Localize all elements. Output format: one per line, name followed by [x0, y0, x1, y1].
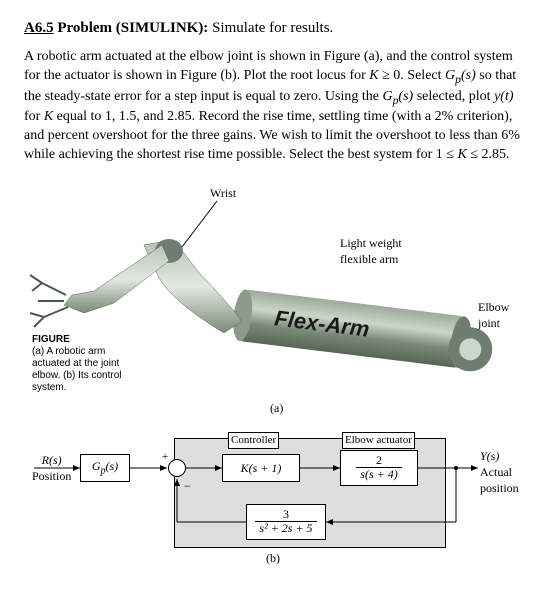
problem-heading: A6.5 Problem (SIMULINK): Simulate for re… [24, 18, 524, 38]
label-elbow-joint: Elbow joint [478, 299, 509, 331]
problem-subtitle: Simulate for results. [212, 20, 333, 36]
problem-statement: A robotic arm actuated at the elbow join… [24, 48, 524, 165]
summing-junction [168, 459, 186, 477]
actuator-header: Elbow actuator [342, 432, 415, 449]
label-wrist: Wrist [210, 185, 236, 201]
sum-minus: − [184, 478, 191, 494]
output-label: Y(s) Actual position [480, 448, 519, 497]
prefilter-box: Gp(s) [80, 454, 130, 482]
controller-box: K(s + 1) [222, 454, 300, 482]
prefilter-label: Gp(s) [92, 459, 118, 473]
problem-number: A6.5 [24, 20, 54, 36]
figure-b-sublabel: (b) [266, 550, 280, 566]
figure-a: Flex-Arm Wrist Light weight flexible arm [24, 183, 524, 418]
label-flexible-arm: Light weight flexible arm [340, 235, 402, 267]
controller-header: Controller [228, 432, 279, 449]
figure-a-sublabel: (a) [270, 400, 283, 416]
figure-b: R(s) Position Gp(s) + − Controller K(s +… [24, 424, 524, 564]
figure-caption: FIGURE (a) A robotic arm actuated at the… [32, 334, 142, 394]
feedback-box: 3 s² + 2s + 5 [246, 504, 326, 540]
problem-title: Problem (SIMULINK): [57, 20, 208, 36]
sum-plus: + [162, 450, 168, 465]
input-label: R(s) Position [32, 452, 71, 484]
actuator-box: 2 s(s + 4) [340, 450, 418, 486]
